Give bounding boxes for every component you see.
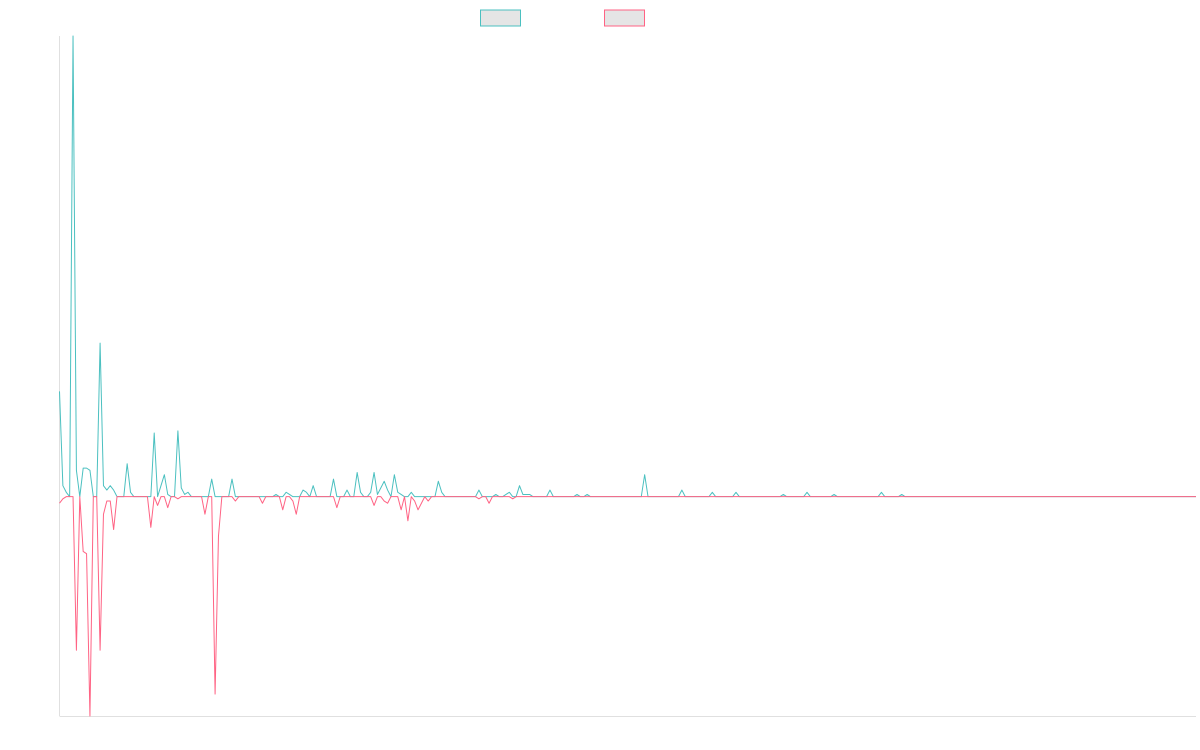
series-line-1: [59, 35, 1196, 498]
legend: [480, 9, 645, 27]
legend-swatch-series-2[interactable]: [604, 9, 645, 27]
series-line-2: [59, 496, 1196, 717]
legend-swatch-series-1[interactable]: [480, 9, 521, 27]
series-layer: [59, 35, 1196, 717]
